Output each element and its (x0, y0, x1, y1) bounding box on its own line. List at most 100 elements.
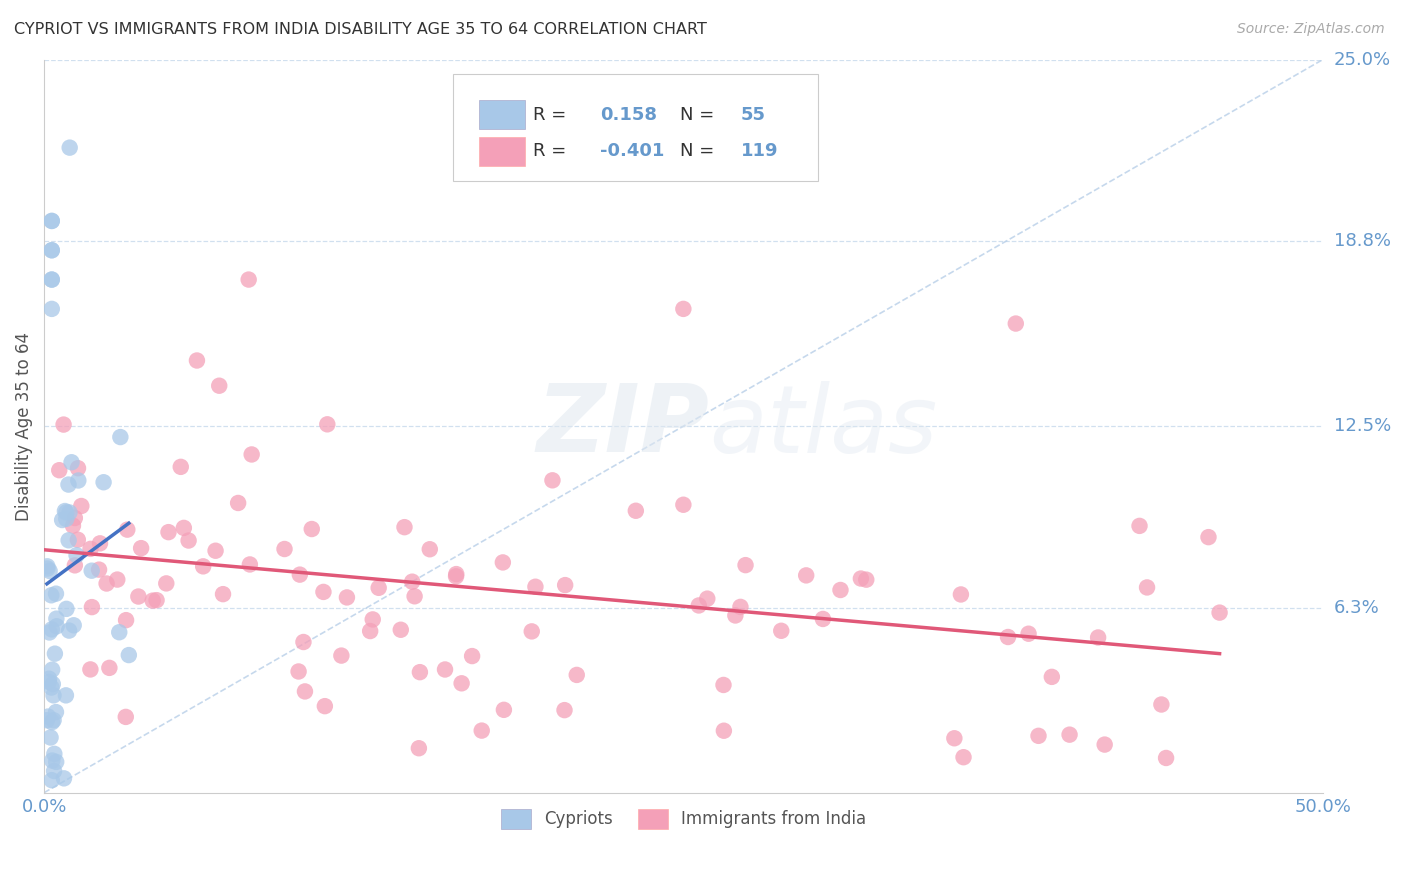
Point (41, 681, 63, 695)
Point (273, 541, 295, 556)
Point (212, 587, 235, 601)
Text: 6.3%: 6.3% (1334, 599, 1379, 617)
Point (38, 625, 60, 640)
Point (66, 461, 89, 475)
Point (55, 512, 77, 526)
Point (446, 567, 468, 582)
Point (42, 764, 65, 778)
Point (208, 378, 231, 392)
Text: 25.0%: 25.0% (1334, 51, 1391, 69)
Point (60, 455, 83, 469)
Point (288, 567, 311, 582)
Point (70, 499, 93, 513)
Point (108, 625, 131, 640)
Point (997, 630, 1019, 644)
Point (949, 587, 972, 601)
Text: N =: N = (679, 143, 714, 161)
Point (404, 589, 426, 603)
Text: 18.8%: 18.8% (1334, 233, 1391, 251)
Point (1154, 751, 1177, 765)
Point (811, 612, 834, 626)
Point (41, 773, 63, 788)
Text: R =: R = (533, 143, 565, 161)
Point (401, 574, 423, 589)
Point (524, 580, 547, 594)
Point (794, 568, 817, 582)
Point (55, 602, 77, 616)
Point (520, 624, 543, 639)
Point (42, 713, 65, 727)
Point (79, 662, 101, 676)
Point (312, 585, 335, 599)
Point (1018, 626, 1040, 640)
Point (58, 624, 80, 638)
Point (855, 573, 877, 587)
Point (730, 599, 752, 614)
Point (1087, 631, 1109, 645)
Point (186, 353, 208, 368)
Point (389, 623, 412, 637)
Point (145, 593, 167, 607)
Point (1059, 728, 1081, 742)
Point (830, 582, 852, 597)
Point (35, 713, 58, 727)
FancyBboxPatch shape (479, 100, 524, 129)
Text: atlas: atlas (709, 381, 938, 472)
Point (672, 498, 695, 512)
Point (1040, 670, 1063, 684)
Point (51, 513, 73, 527)
Point (58, 477, 80, 491)
Point (45, 587, 67, 601)
Point (41, 301, 63, 316)
Point (52, 772, 75, 786)
Point (48, 463, 70, 477)
Text: 119: 119 (741, 143, 779, 161)
Point (1128, 519, 1150, 533)
Point (63, 558, 86, 573)
Point (434, 663, 457, 677)
Point (226, 496, 249, 510)
Point (713, 723, 735, 738)
Point (1198, 530, 1220, 544)
Point (65, 548, 87, 562)
Point (461, 649, 484, 664)
Point (67, 474, 90, 488)
Text: N =: N = (679, 105, 714, 124)
Point (238, 272, 260, 286)
Point (41, 272, 63, 286)
Point (1208, 606, 1230, 620)
Point (45, 755, 67, 769)
Point (62, 518, 84, 533)
Point (98, 661, 121, 675)
Point (713, 678, 735, 692)
Point (541, 473, 564, 487)
Point (45, 619, 67, 633)
Point (554, 578, 576, 592)
Point (316, 417, 339, 432)
Point (359, 624, 381, 638)
Point (87, 563, 110, 577)
Point (38, 672, 60, 686)
Point (724, 608, 747, 623)
Point (129, 541, 152, 556)
Point (367, 581, 389, 595)
Point (55, 689, 77, 703)
Point (672, 301, 695, 316)
Point (292, 635, 315, 649)
Point (38, 674, 60, 689)
Point (170, 459, 193, 474)
Point (41, 663, 63, 677)
Point (1004, 317, 1026, 331)
Point (45, 705, 67, 719)
Point (155, 576, 177, 591)
Point (1150, 698, 1173, 712)
Point (734, 558, 756, 573)
Text: 12.5%: 12.5% (1334, 417, 1391, 435)
Point (240, 447, 263, 461)
Point (204, 543, 226, 558)
Point (37, 561, 59, 575)
Point (492, 556, 515, 570)
Point (42, 677, 65, 691)
Point (39, 731, 62, 745)
Point (173, 521, 195, 535)
